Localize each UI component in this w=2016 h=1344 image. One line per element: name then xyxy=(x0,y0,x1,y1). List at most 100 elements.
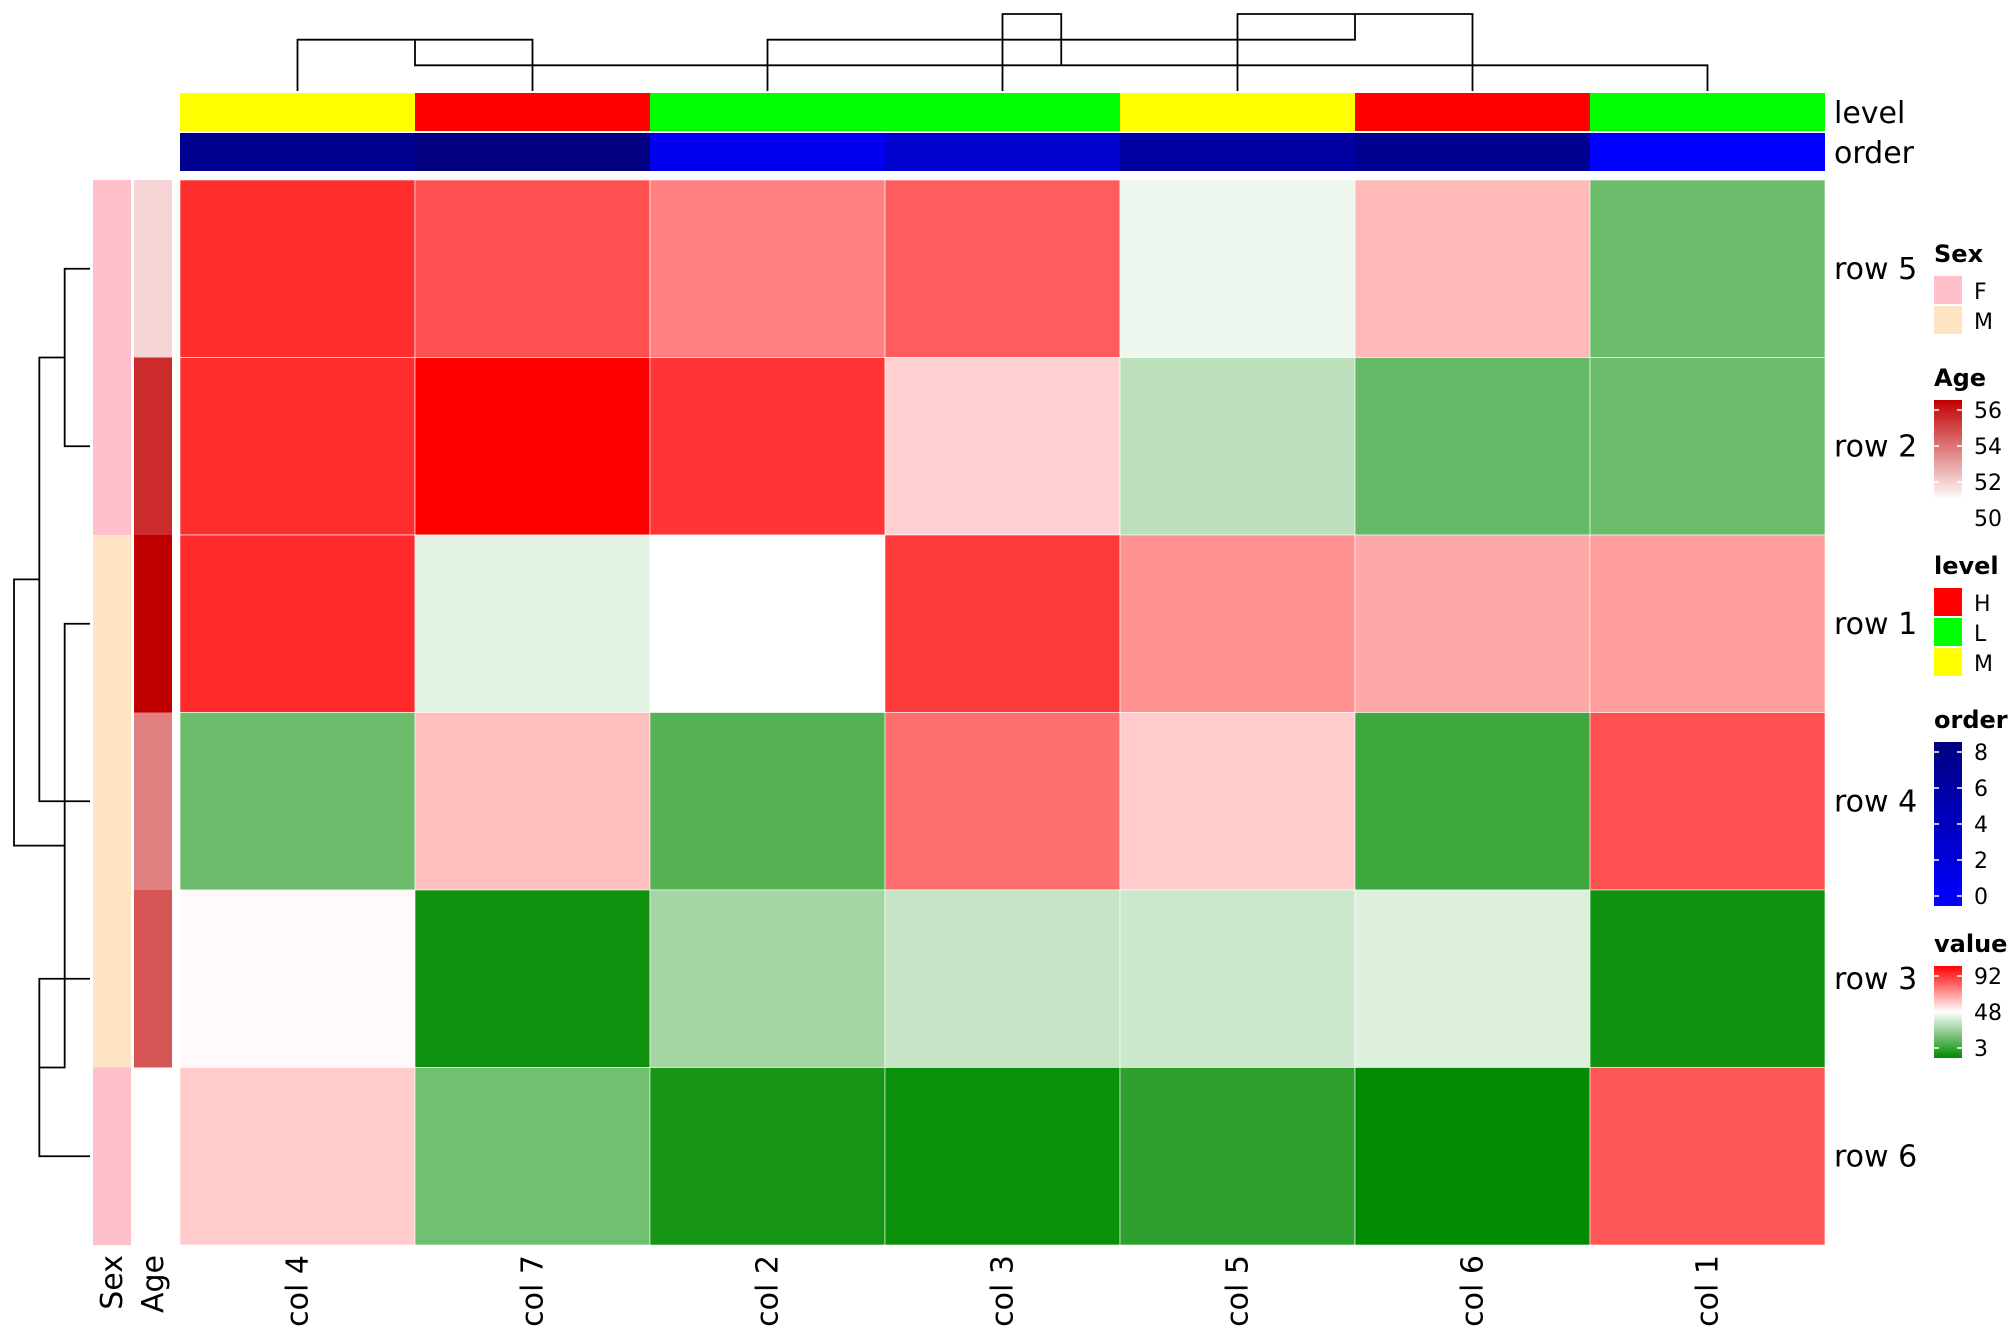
order-annotation-cell xyxy=(1355,133,1590,171)
heatmap-cell xyxy=(179,712,416,891)
legend-label: M xyxy=(1974,652,1993,677)
heatmap-cell xyxy=(649,534,886,713)
legend-label: H xyxy=(1974,592,1991,617)
heatmap-cell xyxy=(1589,712,1826,891)
age-annotation-cell xyxy=(134,357,172,535)
heatmap-cell xyxy=(1119,357,1356,536)
legend-tick-label: 4 xyxy=(1974,813,1988,838)
column-annotations xyxy=(180,93,1825,171)
legend-colorbar xyxy=(1934,400,1962,500)
legend-swatch xyxy=(1934,648,1962,676)
heatmap-cells xyxy=(179,179,1826,1246)
row-label: row 1 xyxy=(1834,607,1917,642)
legend-label: F xyxy=(1974,280,1987,305)
column-dendrogram-branch xyxy=(1001,13,1063,91)
heatmap-cell xyxy=(1354,534,1591,713)
legend-tick-label: 50 xyxy=(1974,507,2002,532)
heatmap-cell xyxy=(414,712,651,891)
heatmap-cell xyxy=(649,889,886,1068)
heatmap-cell xyxy=(179,1067,416,1246)
heatmap-cell xyxy=(414,889,651,1068)
heatmap-cell xyxy=(884,712,1121,891)
legend-title: level xyxy=(1934,552,1999,580)
legend-tick-label: 6 xyxy=(1974,777,1988,802)
legend-tick-label: 92 xyxy=(1974,965,2002,990)
heatmap-cell xyxy=(1119,534,1356,713)
heatmap-cell xyxy=(1354,712,1591,891)
age-annotation-label: Age xyxy=(136,1255,171,1313)
sex-annotation-label: Sex xyxy=(95,1255,130,1310)
row-label: row 2 xyxy=(1834,429,1917,464)
heatmap-cell xyxy=(414,534,651,713)
heatmap-cell xyxy=(884,534,1121,713)
order-annotation-cell xyxy=(1590,133,1825,171)
order-annotation-cell xyxy=(650,133,885,171)
level-annotation-cell xyxy=(1120,93,1355,131)
column-label: col 4 xyxy=(281,1255,316,1327)
column-label: col 7 xyxy=(516,1255,551,1327)
sex-annotation-cell xyxy=(93,1067,131,1245)
heatmap-cell xyxy=(649,712,886,891)
heatmap-cell xyxy=(649,357,886,536)
age-annotation-cell xyxy=(134,1067,172,1245)
legend-tick-label: 56 xyxy=(1974,399,2002,424)
age-annotation-cell xyxy=(134,535,172,713)
heatmap-cell xyxy=(1354,1067,1591,1246)
column-dendrogram xyxy=(296,13,1709,91)
heatmap-cell xyxy=(1589,889,1826,1068)
heatmap-cell xyxy=(884,357,1121,536)
age-annotation-cell xyxy=(134,712,172,890)
heatmap-cell xyxy=(1119,1067,1356,1246)
legend-label: M xyxy=(1974,310,1993,335)
heatmap-cell xyxy=(884,179,1121,358)
heatmap-cell xyxy=(1119,179,1356,358)
heatmap-cell xyxy=(1119,889,1356,1068)
legend-swatch xyxy=(1934,588,1962,616)
order-annotation-cell xyxy=(885,133,1120,171)
legend-title: Sex xyxy=(1934,240,1984,268)
heatmap-cell xyxy=(1354,179,1591,358)
legend-swatch xyxy=(1934,306,1962,334)
row-dendrogram-branch xyxy=(13,578,65,847)
order-annotation-label: order xyxy=(1834,136,1915,171)
sex-annotation-cell xyxy=(93,357,131,535)
heatmap-cell xyxy=(1589,357,1826,536)
order-annotation-cell xyxy=(180,133,415,171)
level-annotation-cell xyxy=(1355,93,1590,131)
legends: SexFMAge56545250levelHLMorder86420value9… xyxy=(1934,240,2008,1062)
heatmap-cell xyxy=(1119,712,1356,891)
heatmap-cell xyxy=(1589,179,1826,358)
row-dendrogram-branch xyxy=(63,267,90,448)
heatmap-cell xyxy=(414,1067,651,1246)
heatmap-cell xyxy=(884,1067,1121,1246)
legend-tick-label: 54 xyxy=(1974,435,2002,460)
heatmap-cell xyxy=(179,889,416,1068)
legend-title: Age xyxy=(1934,364,1986,392)
level-annotation-cell xyxy=(650,93,885,131)
sex-annotation-cell xyxy=(93,890,131,1068)
order-annotation-cell xyxy=(415,133,650,171)
row-label: row 3 xyxy=(1834,962,1917,997)
legend-tick-label: 52 xyxy=(1974,471,2002,496)
legend-label: L xyxy=(1974,622,1987,647)
heatmap-cell xyxy=(884,889,1121,1068)
heatmap-cell xyxy=(179,179,416,358)
heatmap-cell xyxy=(414,179,651,358)
row-label: row 4 xyxy=(1834,784,1917,819)
heatmap-cell xyxy=(1589,1067,1826,1246)
sex-annotation-cell xyxy=(93,712,131,890)
heatmap-labels: row 5 row 2 row 1 row 4 row 3 row 6 col 4 col 7… xyxy=(95,96,1917,1327)
heatmap-cell xyxy=(649,179,886,358)
level-annotation-cell xyxy=(1590,93,1825,131)
legend-tick-label: 0 xyxy=(1974,885,1988,910)
level-annotation-cell xyxy=(885,93,1120,131)
heatmap-cell xyxy=(179,534,416,713)
legend-swatch xyxy=(1934,618,1962,646)
legend-swatch xyxy=(1934,276,1962,304)
sex-annotation-cell xyxy=(93,180,131,358)
column-label: col 5 xyxy=(1221,1255,1256,1327)
row-dendrogram xyxy=(13,267,90,1158)
legend-tick-label: 3 xyxy=(1974,1037,1988,1062)
row-label: row 6 xyxy=(1834,1139,1917,1174)
